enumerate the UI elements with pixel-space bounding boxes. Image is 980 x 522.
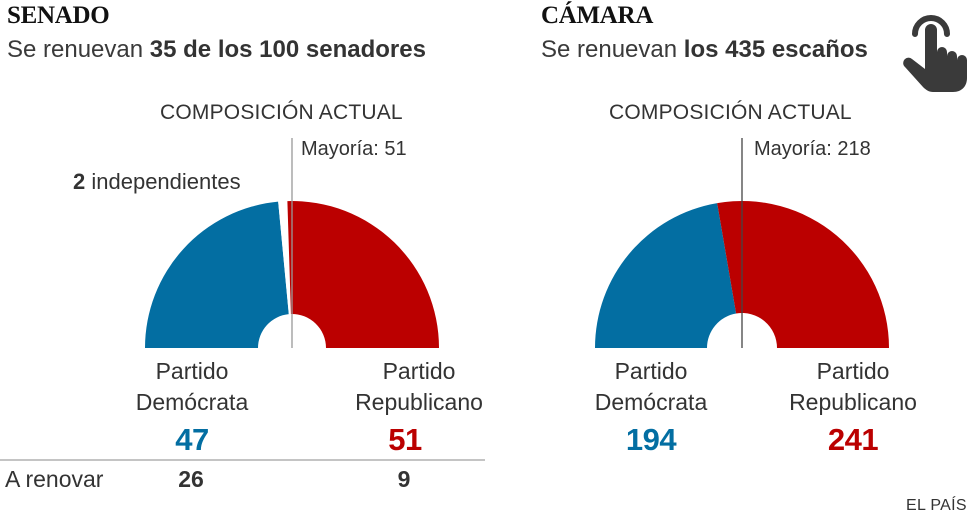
- house-subtitle: Se renuevan los 435 escaños: [541, 36, 868, 64]
- tap-ring: [912, 15, 950, 37]
- credit-el-pais: EL PAÍS: [906, 497, 967, 514]
- house-composition-heading: COMPOSICIÓN ACTUAL: [609, 101, 852, 124]
- senate-democrat-label-line1: Partido: [155, 358, 229, 384]
- house-title: CÁMARA: [541, 2, 654, 29]
- senate-democrat-seats: 47: [175, 422, 209, 457]
- senate-democrat-label: Partido Demócrata: [102, 356, 282, 418]
- senate-subtitle-bold: 35 de los 100 senadores: [149, 36, 426, 63]
- house-slice-partido-dem-crata: [594, 203, 737, 348]
- house-democrat-label-line1: Partido: [614, 358, 688, 384]
- senate-republican-renew: 9: [397, 466, 411, 492]
- senate-republican-seats: 51: [388, 422, 422, 457]
- senate-republican-label-line2: Republicano: [355, 389, 483, 415]
- house-subtitle-prefix: Se renuevan: [541, 36, 684, 63]
- hand-pointer-tap-icon[interactable]: [903, 8, 979, 92]
- senate-half-donut: [145, 138, 439, 348]
- house-democrat-label-line2: Demócrata: [594, 389, 708, 415]
- hand-shape: [903, 24, 967, 92]
- house-half-donut: [594, 138, 889, 348]
- senate-slice-partido-dem-crata: [145, 201, 289, 348]
- house-democrat-label: Partido Demócrata: [561, 356, 741, 418]
- house-republican-seats: 241: [827, 422, 879, 457]
- senate-slice-independientes: [278, 201, 291, 315]
- house-slice-partido-republicano: [717, 201, 889, 348]
- senate-independents-text: independientes: [85, 169, 241, 194]
- house-republican-label-line2: Republicano: [789, 389, 917, 415]
- senate-independents-count: 2: [73, 169, 86, 194]
- senate-title: SENADO: [7, 2, 110, 29]
- senate-subtitle: Se renuevan 35 de los 100 senadores: [7, 36, 426, 64]
- house-democrat-seats: 194: [625, 422, 677, 457]
- house-subtitle-bold: los 435 escaños: [683, 36, 868, 63]
- senate-democrat-renew: 26: [178, 466, 204, 492]
- house-republican-label-line1: Partido: [816, 358, 890, 384]
- senate-majority-label: Mayoría: 51: [301, 138, 407, 160]
- senate-democrat-label-line2: Demócrata: [135, 389, 249, 415]
- house-republican-label: Partido Republicano: [763, 356, 943, 418]
- senate-republican-label-line1: Partido: [382, 358, 456, 384]
- senate-table-divider: [0, 459, 485, 461]
- senate-independents-label: 2 independientes: [73, 169, 241, 195]
- house-majority-label: Mayoría: 218: [754, 138, 871, 160]
- senate-republican-label: Partido Republicano: [329, 356, 509, 418]
- senate-subtitle-prefix: Se renuevan: [7, 36, 150, 63]
- senate-renew-label: A renovar: [5, 466, 104, 492]
- senate-composition-heading: COMPOSICIÓN ACTUAL: [160, 101, 403, 124]
- senate-slice-partido-republicano: [287, 201, 439, 348]
